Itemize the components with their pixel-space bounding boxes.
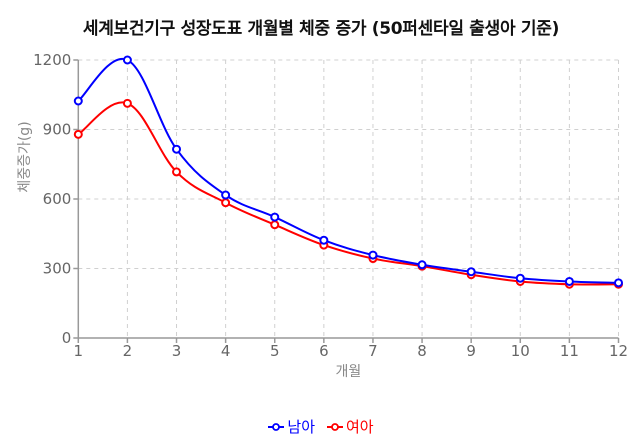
legend-label: 남아 xyxy=(287,418,315,436)
x-tick-label: 5 xyxy=(270,342,280,360)
line-marker-icon xyxy=(268,422,285,431)
data-point[interactable] xyxy=(417,260,427,270)
data-point[interactable] xyxy=(172,144,182,154)
data-point[interactable] xyxy=(466,267,476,277)
data-point[interactable] xyxy=(73,96,83,106)
y-axis-title: 체중증가(g) xyxy=(17,121,33,192)
data-point[interactable] xyxy=(221,190,231,200)
y-tick-label: 1200 xyxy=(33,51,71,69)
data-point[interactable] xyxy=(270,220,280,230)
x-tick-label: 9 xyxy=(466,342,476,360)
x-tick-label: 10 xyxy=(511,342,530,360)
x-tick-label: 6 xyxy=(319,342,329,360)
x-tick-label: 12 xyxy=(609,342,628,360)
x-tick-label: 11 xyxy=(560,342,579,360)
series-여아 xyxy=(73,98,623,289)
grid xyxy=(78,59,619,338)
series-남아 xyxy=(73,55,623,288)
data-point[interactable] xyxy=(368,250,378,260)
legend: 남아 여아 xyxy=(0,416,642,437)
x-tick-label: 4 xyxy=(221,342,231,360)
data-point[interactable] xyxy=(122,98,132,108)
data-point[interactable] xyxy=(515,273,525,283)
legend-label: 여아 xyxy=(346,418,374,436)
legend-item-male[interactable]: 남아 xyxy=(268,416,315,437)
y-tick-label: 300 xyxy=(43,260,72,278)
data-point[interactable] xyxy=(319,235,329,245)
x-tick-label: 2 xyxy=(123,342,133,360)
legend-item-female[interactable]: 여아 xyxy=(327,416,374,437)
data-point[interactable] xyxy=(122,55,132,65)
data-point[interactable] xyxy=(73,129,83,139)
line-marker-icon xyxy=(327,422,343,431)
x-tick-label: 1 xyxy=(74,342,84,360)
data-point[interactable] xyxy=(270,212,280,222)
x-tick-label: 8 xyxy=(417,342,427,360)
x-tick-label: 7 xyxy=(368,342,378,360)
y-tick-label: 0 xyxy=(62,329,72,347)
x-axis-title: 개월 xyxy=(336,364,362,380)
chart-title: 세계보건기구 성장도표 개월별 체중 증가 (50퍼센타일 출생아 기준) xyxy=(82,19,560,39)
y-tick-label: 600 xyxy=(43,190,72,208)
data-point[interactable] xyxy=(614,278,623,288)
y-tick-label: 900 xyxy=(43,121,72,139)
data-point[interactable] xyxy=(221,198,231,208)
x-tick-label: 3 xyxy=(172,342,182,360)
data-point[interactable] xyxy=(564,276,574,286)
data-point[interactable] xyxy=(172,167,182,177)
